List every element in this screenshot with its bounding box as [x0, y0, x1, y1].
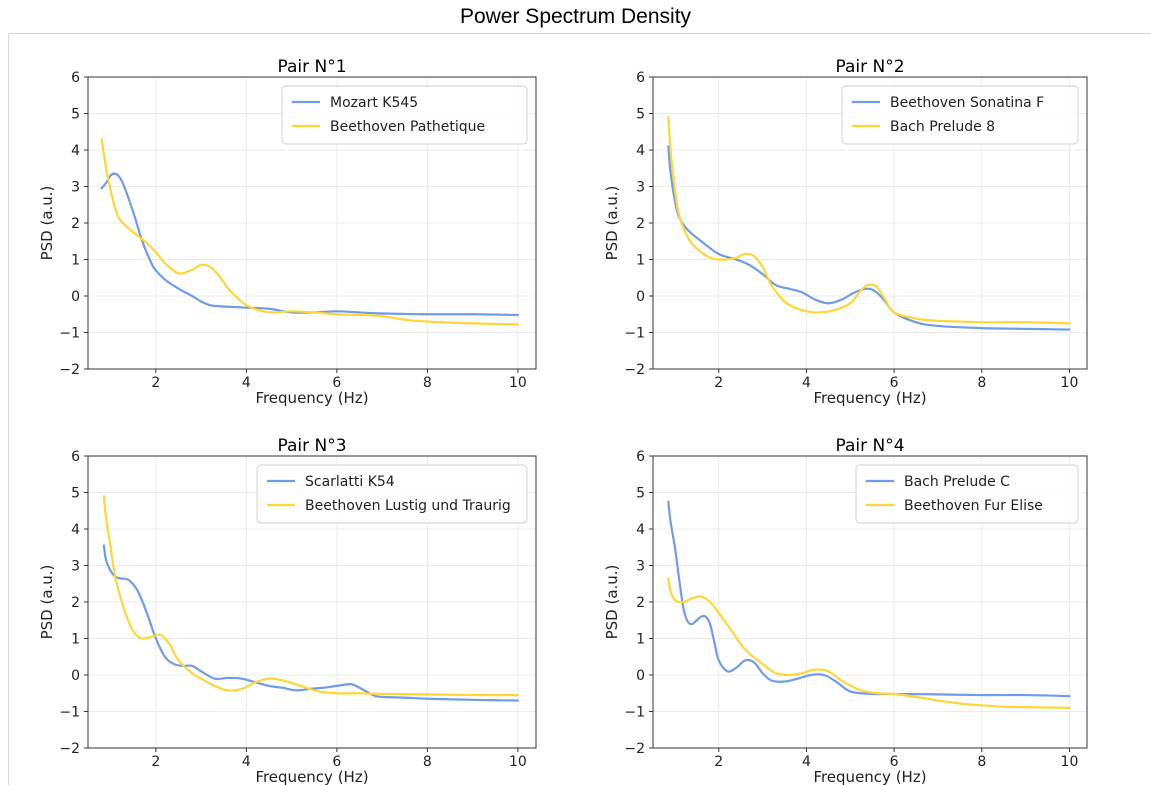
x-tick-label: 4: [802, 375, 811, 391]
y-axis-label: PSD (a.u.): [603, 186, 621, 261]
y-tick-label: 5: [71, 486, 80, 502]
legend-label: Bach Prelude C: [904, 474, 1010, 490]
y-tick-label: 1: [71, 632, 80, 648]
series-line: [102, 495, 519, 697]
y-tick-label: 4: [636, 143, 645, 159]
x-tick-label: 4: [242, 754, 251, 770]
x-tick-label: 6: [332, 375, 341, 391]
y-tick-label: 0: [636, 668, 645, 684]
y-tick-label: 3: [636, 559, 645, 575]
x-axis-label: Frequency (Hz): [255, 389, 368, 407]
y-tick-label: −1: [59, 705, 80, 721]
x-tick-label: 6: [890, 754, 899, 770]
y-axis-label: PSD (a.u.): [38, 565, 56, 640]
x-tick-label: 10: [509, 754, 527, 770]
y-tick-label: 4: [636, 522, 645, 538]
y-tick-label: 2: [71, 216, 80, 232]
y-tick-label: 3: [636, 180, 645, 196]
panel-3: 2 4 6 8 10 −2 −1 0 1 2 3 4 5 6 Pair N°3 Frequency (Hz) P…: [38, 436, 537, 785]
y-tick-label: −2: [59, 362, 80, 378]
y-tick-label: −1: [624, 705, 645, 721]
x-tick-label: 8: [977, 375, 986, 391]
y-tick-label: 0: [71, 289, 80, 305]
x-axis-label: Frequency (Hz): [813, 768, 926, 785]
y-tick-label: −1: [59, 326, 80, 342]
legend-label: Mozart K545: [330, 95, 418, 111]
y-tick-label: −2: [59, 741, 80, 757]
panel-4: 2 4 6 8 10 −2 −1 0 1 2 3 4 5 6 Pair N°4 Frequency (Hz) P…: [603, 436, 1088, 785]
y-tick-label: 1: [636, 632, 645, 648]
y-tick-label: 0: [71, 668, 80, 684]
x-tick-label: 8: [423, 754, 432, 770]
series-line: [102, 544, 519, 702]
figure-frame-left: [8, 33, 9, 785]
y-tick-label: 5: [636, 107, 645, 123]
panel-1: 2 4 6 8 10 −2 −1 0 1 2 3 4 5 6 Pair N°1 Frequency (Hz) P…: [38, 57, 537, 407]
y-tick-label: 3: [71, 180, 80, 196]
x-tick-label: 8: [977, 754, 986, 770]
y-tick-label: 2: [636, 216, 645, 232]
figure-frame-top: [8, 33, 1151, 34]
legend-box: [855, 464, 1079, 524]
y-axis-label: PSD (a.u.): [38, 186, 56, 261]
y-tick-label: −2: [624, 741, 645, 757]
series-line: [100, 172, 519, 317]
y-tick-label: 0: [636, 289, 645, 305]
x-tick-label: 4: [802, 754, 811, 770]
y-tick-label: 2: [71, 595, 80, 611]
series-line: [100, 137, 519, 326]
x-axis-label: Frequency (Hz): [813, 389, 926, 407]
legend-label: Beethoven Pathetique: [330, 119, 485, 135]
figure-title: Power Spectrum Density: [459, 5, 692, 28]
x-tick-label: 10: [1061, 754, 1079, 770]
legend-label: Bach Prelude 8: [890, 119, 995, 135]
series-line: [667, 577, 1071, 709]
series-line: [667, 116, 1071, 325]
y-tick-label: 6: [636, 449, 645, 465]
x-tick-label: 8: [423, 375, 432, 391]
legend-box: [841, 85, 1079, 145]
x-tick-label: 2: [151, 754, 160, 770]
panel-title: Pair N°2: [835, 57, 904, 77]
y-tick-label: 6: [636, 70, 645, 86]
legend-label: Beethoven Fur Elise: [904, 498, 1043, 514]
x-tick-label: 10: [509, 375, 527, 391]
series-line: [667, 500, 1071, 698]
panel-title: Pair N°1: [277, 57, 346, 77]
legend-label: Scarlatti K54: [305, 474, 395, 490]
panel-title: Pair N°4: [835, 436, 904, 456]
y-tick-label: −1: [624, 326, 645, 342]
x-axis-label: Frequency (Hz): [255, 768, 368, 785]
x-tick-label: 4: [242, 375, 251, 391]
y-axis-label: PSD (a.u.): [603, 565, 621, 640]
legend-box: [281, 85, 528, 145]
x-tick-label: 2: [714, 375, 723, 391]
y-tick-label: 4: [71, 143, 80, 159]
panel-title: Pair N°3: [277, 436, 346, 456]
y-tick-label: 2: [636, 595, 645, 611]
x-tick-label: 2: [151, 375, 160, 391]
y-tick-label: 6: [71, 449, 80, 465]
legend-label: Beethoven Sonatina F: [890, 95, 1044, 111]
y-tick-label: 3: [71, 559, 80, 575]
x-tick-label: 6: [890, 375, 899, 391]
y-tick-label: 4: [71, 522, 80, 538]
legend-label: Beethoven Lustig und Traurig: [305, 498, 511, 514]
y-tick-label: −2: [624, 362, 645, 378]
x-tick-label: 10: [1061, 375, 1079, 391]
y-tick-label: 1: [71, 253, 80, 269]
x-tick-label: 6: [332, 754, 341, 770]
legend-box: [256, 464, 528, 524]
series-line: [667, 145, 1071, 331]
y-tick-label: 6: [71, 70, 80, 86]
y-tick-label: 1: [636, 253, 645, 269]
x-tick-label: 2: [714, 754, 723, 770]
y-tick-label: 5: [636, 486, 645, 502]
y-tick-label: 5: [71, 107, 80, 123]
panel-2: 2 4 6 8 10 −2 −1 0 1 2 3 4 5 6 Pair N°2 Frequency (Hz) P…: [603, 57, 1088, 407]
